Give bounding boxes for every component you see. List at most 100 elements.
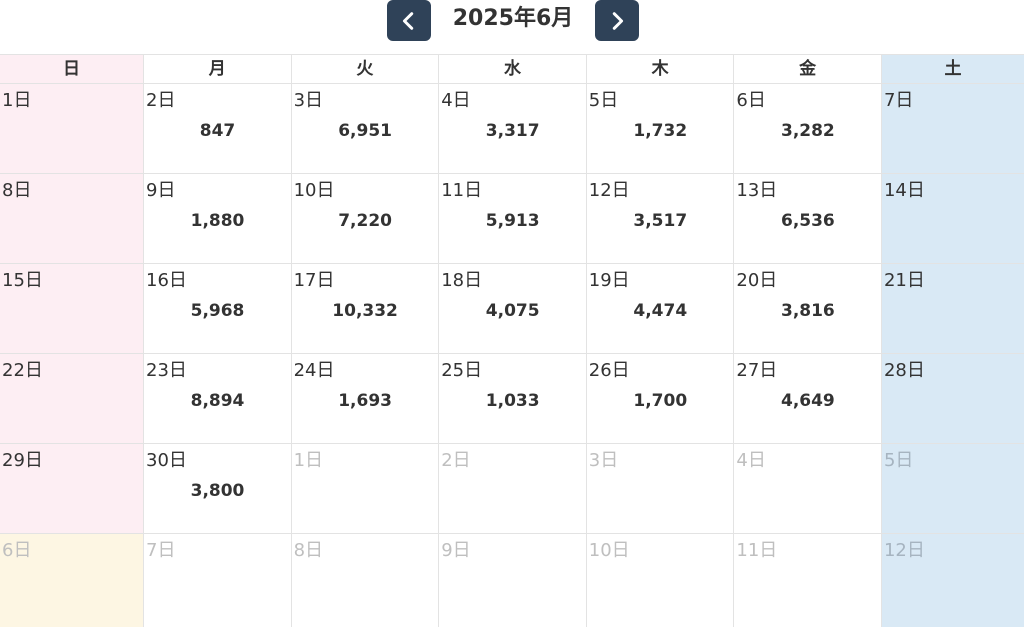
day-count-value: 4,474 [633,301,688,321]
day-number: 9日 [146,180,176,201]
day-number: 9日 [441,540,471,561]
calendar-header: 2025年6月 [0,0,1024,42]
day-count-value: 1,700 [633,391,688,411]
weekday-tuesday: 火 [292,55,440,83]
day-number: 6日 [2,540,32,561]
day-number: 29日 [2,450,43,471]
calendar-day-cell-other-month[interactable]: 9日 [439,534,587,627]
calendar-day-cell[interactable]: 16日 5,968 [144,264,292,353]
weekday-header-row: 日 月 火 水 木 金 土 [0,54,1024,84]
day-count-value: 10,332 [332,301,398,321]
day-count-value: 4,075 [485,301,540,321]
calendar-day-cell[interactable]: 9日 1,880 [144,174,292,263]
calendar-day-cell[interactable]: 22日 [0,354,144,443]
calendar-day-cell-other-month[interactable]: 12日 [881,534,1024,627]
day-count-value: 5,968 [190,301,245,321]
calendar-week-row: 6日 7日 8日 9日 10日 11日 12日 [0,534,1024,627]
day-number: 1日 [293,450,324,471]
day-number: 8日 [293,540,324,561]
day-number: 21日 [883,270,925,291]
day-count-value: 6,951 [338,121,392,141]
calendar-day-cell-other-month[interactable]: 2日 [439,444,587,533]
calendar-day-cell[interactable]: 6日 3,282 [734,84,882,173]
calendar-day-cell[interactable]: 2日 847 [144,84,292,173]
calendar-day-cell[interactable]: 30日 3,800 [144,444,292,533]
calendar-day-cell-other-month[interactable]: 7日 [144,534,292,627]
calendar-day-cell[interactable]: 19日 4,474 [587,264,735,353]
day-number: 10日 [588,540,630,561]
day-number: 10日 [293,180,335,201]
calendar-day-cell[interactable]: 26日 1,700 [587,354,735,443]
calendar-day-cell[interactable]: 17日 10,332 [292,264,440,353]
calendar-day-cell[interactable]: 20日 3,816 [734,264,882,353]
calendar-week-row: 1日 2日 847 3日 6,951 4日 3,317 5日 1,732 6日 3,282 7日 [0,84,1024,174]
day-number: 23日 [146,360,187,381]
chevron-right-icon [612,11,624,30]
day-number: 24日 [293,360,335,381]
day-number: 11日 [441,180,483,201]
calendar-day-cell-other-month[interactable]: 8日 [292,534,440,627]
calendar-week-row: 22日 23日 8,894 24日 1,693 25日 1,033 26日 1,700 27日 4,… [0,354,1024,444]
day-number: 19日 [588,270,630,291]
day-number: 22日 [2,360,43,381]
day-count-value: 5,913 [485,211,540,231]
calendar-day-cell[interactable]: 29日 [0,444,144,533]
day-number: 4日 [736,450,766,471]
calendar-day-cell[interactable]: 11日 5,913 [439,174,587,263]
day-count-value: 4,649 [780,391,835,411]
calendar-day-cell-other-month[interactable]: 3日 [587,444,735,533]
weekday-saturday: 土 [881,55,1024,83]
day-count-value: 3,317 [485,121,540,141]
calendar-day-cell[interactable]: 1日 [0,84,144,173]
day-number: 7日 [883,90,914,111]
calendar-day-cell[interactable]: 24日 1,693 [292,354,440,443]
prev-month-button[interactable] [387,0,431,41]
calendar-day-cell[interactable]: 18日 4,075 [439,264,587,353]
weekday-wednesday: 水 [439,55,587,83]
calendar-week-row: 8日 9日 1,880 10日 7,220 11日 5,913 12日 3,517 13日 6,53… [0,174,1024,264]
day-count-value: 6,536 [780,211,835,231]
day-number: 12日 [883,540,925,561]
day-number: 2日 [146,90,176,111]
calendar-day-cell[interactable]: 3日 6,951 [292,84,440,173]
calendar-day-cell-other-month[interactable]: 10日 [587,534,735,627]
calendar-day-cell[interactable]: 4日 3,317 [439,84,587,173]
day-number: 15日 [2,270,43,291]
calendar-day-cell[interactable]: 5日 1,732 [587,84,735,173]
calendar-day-cell[interactable]: 13日 6,536 [734,174,882,263]
calendar-day-cell-other-month[interactable]: 4日 [734,444,882,533]
calendar-day-cell[interactable]: 8日 [0,174,144,263]
calendar-day-cell[interactable]: 28日 [881,354,1024,443]
calendar-day-cell[interactable]: 12日 3,517 [587,174,735,263]
calendar-day-cell[interactable]: 7日 [881,84,1024,173]
calendar-day-cell[interactable]: 23日 8,894 [144,354,292,443]
day-number: 5日 [588,90,619,111]
calendar-day-cell[interactable]: 14日 [881,174,1024,263]
calendar-day-cell-other-month[interactable]: 11日 [734,534,882,627]
day-count-value: 3,800 [190,481,245,501]
day-number: 28日 [883,360,925,381]
day-number: 18日 [441,270,483,291]
calendar-day-cell-other-month[interactable]: 6日 [0,534,144,627]
day-number: 27日 [736,360,778,381]
weekday-thursday: 木 [587,55,735,83]
day-count-value: 1,033 [485,391,540,411]
chevron-left-icon [402,11,414,30]
day-number: 30日 [146,450,187,471]
calendar-day-cell[interactable]: 27日 4,649 [734,354,882,443]
calendar-day-cell[interactable]: 21日 [881,264,1024,353]
calendar-day-cell[interactable]: 10日 7,220 [292,174,440,263]
calendar-day-cell-other-month[interactable]: 5日 [881,444,1024,533]
calendar-day-cell[interactable]: 15日 [0,264,144,353]
day-number: 25日 [441,360,483,381]
weekday-monday: 月 [144,55,292,83]
day-number: 8日 [2,180,32,201]
next-month-button[interactable] [595,0,639,41]
day-number: 3日 [293,90,324,111]
calendar-day-cell[interactable]: 25日 1,033 [439,354,587,443]
calendar-day-cell-other-month[interactable]: 1日 [292,444,440,533]
day-number: 20日 [736,270,778,291]
day-number: 16日 [146,270,187,291]
calendar-week-row: 29日 30日 3,800 1日 2日 3日 4日 5日 [0,444,1024,534]
day-number: 2日 [441,450,471,471]
